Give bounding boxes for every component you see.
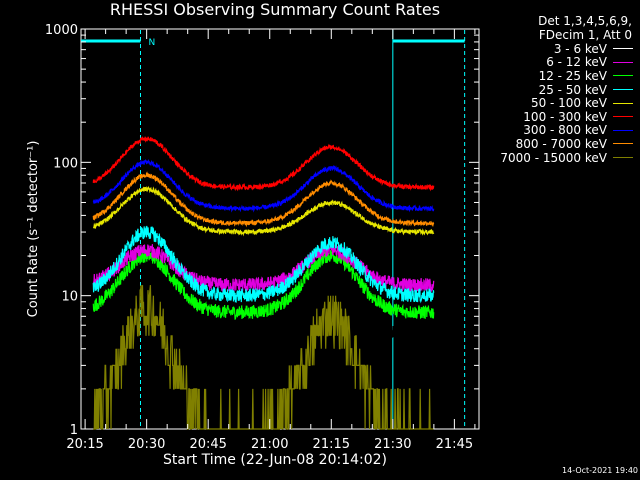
- legend-rows: 3 - 6 keV 6 - 12 keV 12 - 25 keV 25 - 50 ke…: [470, 42, 635, 165]
- legend-swatch: [613, 143, 633, 145]
- chart-title: RHESSI Observing Summary Count Rates: [109, 0, 441, 19]
- y-tick-label: 1: [70, 423, 78, 438]
- x-tick-label: 20:30: [128, 437, 165, 452]
- night-markers: N: [81, 30, 466, 428]
- series-line: [92, 249, 435, 320]
- x-axis-label: Start Time (22-Jun-08 20:14:02): [163, 452, 387, 468]
- legend-label: 50 - 100 keV: [530, 96, 607, 111]
- legend-item: 800 - 7000 keV: [470, 137, 635, 151]
- series-line: [92, 225, 435, 304]
- x-tick-label: 21:15: [313, 437, 350, 452]
- legend: Det 1,3,4,5,6,9, FDecim 1, Att 0 3 - 6 k…: [470, 14, 635, 165]
- legend-item: 25 - 50 keV: [470, 83, 635, 97]
- series-line: [93, 285, 434, 430]
- legend-label: 25 - 50 keV: [538, 82, 607, 97]
- legend-swatch: [613, 61, 633, 63]
- legend-swatch: [613, 102, 633, 104]
- legend-item: 300 - 800 keV: [470, 123, 635, 138]
- y-tick-label: 1000: [45, 23, 78, 38]
- legend-item: 3 - 6 keV: [470, 42, 635, 56]
- legend-label: 100 - 300 keV: [523, 109, 607, 124]
- x-tick-label: 21:45: [436, 437, 473, 452]
- legend-item: 7000 - 15000 keV: [470, 151, 635, 165]
- y-tick-label: 10: [61, 290, 78, 305]
- legend-swatch: [613, 75, 633, 77]
- legend-swatch: [613, 157, 633, 159]
- legend-swatch: [613, 116, 633, 118]
- y-tick-label: 100: [53, 156, 78, 171]
- legend-item: 12 - 25 keV: [470, 69, 635, 83]
- series-line: [92, 243, 435, 294]
- y-axis-label: Count Rate (s⁻¹ detector⁻¹): [26, 141, 41, 318]
- legend-header-2: FDecim 1, Att 0: [538, 28, 632, 42]
- legend-label: 7000 - 15000 keV: [500, 150, 607, 165]
- timestamp: 14-Oct-2021 19:40: [562, 466, 638, 475]
- legend-label: 3 - 6 keV: [553, 41, 607, 56]
- series-line: [92, 136, 435, 192]
- legend-label: 12 - 25 keV: [538, 68, 607, 83]
- series-line: [92, 171, 435, 228]
- night-n-label: N: [148, 38, 155, 48]
- legend-header-1: Det 1,3,4,5,6,9,: [538, 14, 632, 28]
- x-tick-label: 20:15: [66, 437, 103, 452]
- legend-item: 50 - 100 keV: [470, 96, 635, 110]
- x-tick-label: 21:30: [374, 437, 411, 452]
- x-tick-label: 21:00: [251, 437, 288, 452]
- legend-swatch: [613, 129, 633, 131]
- legend-item: 6 - 12 keV: [470, 55, 635, 70]
- legend-item: 100 - 300 keV: [470, 110, 635, 124]
- series-layer: [92, 136, 435, 430]
- legend-label: 300 - 800 keV: [523, 123, 607, 138]
- series-line: [92, 158, 435, 213]
- legend-label: 800 - 7000 keV: [515, 136, 607, 151]
- x-tick-label: 20:45: [189, 437, 226, 452]
- legend-swatch: [613, 89, 633, 91]
- axis-layer: 1 10 100 1000 20:15 20:30 20:45 21:00 21:15 21:30…: [26, 23, 479, 452]
- legend-swatch: [613, 48, 633, 50]
- legend-label: 6 - 12 keV: [546, 55, 607, 70]
- series-line: [92, 185, 435, 237]
